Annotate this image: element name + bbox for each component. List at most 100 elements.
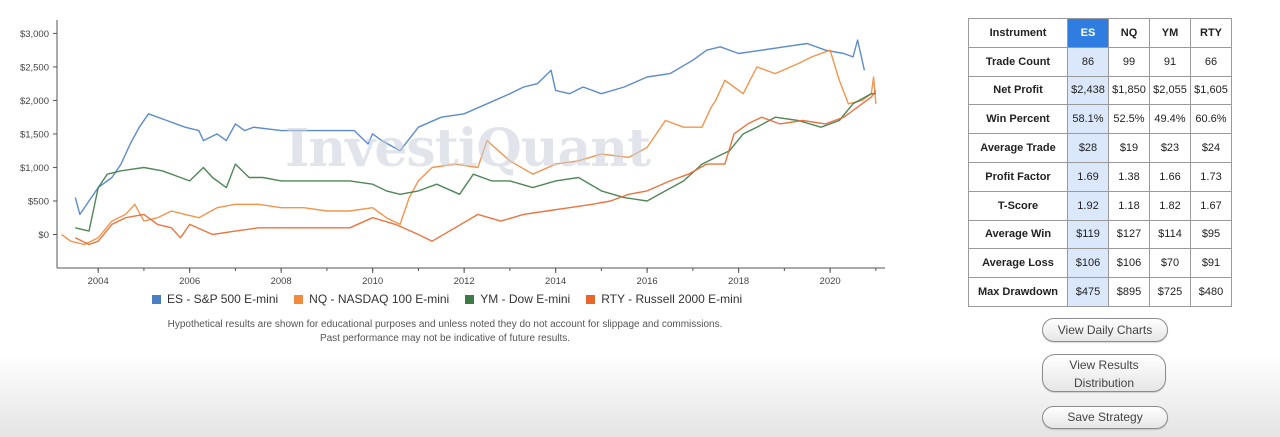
x-tick-label: 2012 xyxy=(454,276,475,287)
x-tick-label: 2014 xyxy=(545,276,566,287)
table-cell: $127 xyxy=(1108,219,1150,250)
legend-label: RTY - Russell 2000 E-mini xyxy=(601,292,743,306)
save-strategy-label: Save Strategy xyxy=(1067,410,1143,424)
column-header-rty[interactable]: RTY xyxy=(1190,18,1232,48)
row-label: Net Profit xyxy=(968,75,1068,106)
table-header-row: Instrument ES NQ YM RTY xyxy=(968,18,1232,48)
series-line-nq xyxy=(61,49,877,246)
table-cell: $95 xyxy=(1190,219,1232,250)
table-cell: 86 xyxy=(1067,46,1109,77)
table-cell: $24 xyxy=(1190,133,1232,163)
disclaimer-line-1: Hypothetical results are shown for educa… xyxy=(167,319,723,330)
row-label: Trade Count xyxy=(968,46,1068,77)
table-cell: $2,055 xyxy=(1149,75,1191,106)
legend-swatch xyxy=(294,294,304,304)
table-row: Max Drawdown $475 $895 $725 $480 xyxy=(968,277,1232,307)
instrument-stats-table: Instrument ES NQ YM RTY Trade Count 86 99 91 66 Ne… xyxy=(968,18,1232,307)
table-cell: 1.69 xyxy=(1067,161,1109,192)
y-tick-label: $1,500 xyxy=(20,129,49,140)
table-cell: $475 xyxy=(1067,277,1109,307)
table-row: T-Score 1.92 1.18 1.82 1.67 xyxy=(968,190,1232,221)
legend-label: ES - S&P 500 E-mini xyxy=(167,292,279,306)
x-tick-label: 2010 xyxy=(362,276,383,287)
legend-label: YM - Dow E-mini xyxy=(480,292,571,306)
series-line-rty xyxy=(74,90,877,246)
table-cell: 1.18 xyxy=(1108,190,1150,221)
table-row: Trade Count 86 99 91 66 xyxy=(968,46,1232,77)
table-cell: 1.73 xyxy=(1190,161,1232,192)
legend-swatch xyxy=(586,294,596,304)
table-cell: 66 xyxy=(1190,46,1232,77)
row-label: Average Win xyxy=(968,219,1068,250)
y-tick-label: $0 xyxy=(38,230,49,241)
row-label: Max Drawdown xyxy=(968,277,1068,307)
performance-chart: $3,000 $2,500 $2,000 $1,500 $1,000 $500 $0 2004… xyxy=(0,0,900,300)
legend-item[interactable]: ES - S&P 500 E-mini xyxy=(152,292,278,306)
table-row: Profit Factor 1.69 1.38 1.66 1.73 xyxy=(968,161,1232,192)
disclaimer-line-2: Past performance may not be indicative o… xyxy=(319,333,571,344)
table-cell: 1.82 xyxy=(1149,190,1191,221)
series-line-ym xyxy=(75,93,876,232)
y-tick-label: $2,500 xyxy=(20,62,49,73)
table-cell: 99 xyxy=(1108,46,1150,77)
table-cell: 1.92 xyxy=(1067,190,1109,221)
view-daily-charts-label: View Daily Charts xyxy=(1057,323,1153,337)
view-results-label: View Results xyxy=(1069,358,1139,372)
view-results-distribution-button[interactable]: View Results Distribution xyxy=(1042,354,1166,392)
table-cell: $2,438 xyxy=(1067,75,1109,106)
legend-swatch xyxy=(152,294,161,304)
table-cell: $106 xyxy=(1067,248,1109,279)
x-tick-label: 2018 xyxy=(728,276,749,287)
table-cell: $480 xyxy=(1190,277,1232,307)
column-header-es[interactable]: ES xyxy=(1067,18,1109,48)
y-tick-label: $500 xyxy=(28,196,49,207)
table-cell: $91 xyxy=(1190,248,1232,279)
table-row: Average Trade $28 $19 $23 $24 xyxy=(968,133,1232,163)
legend-item[interactable]: NQ - NASDAQ 100 E-mini xyxy=(294,292,449,306)
table-cell: $1,850 xyxy=(1108,75,1150,106)
table-cell: 1.67 xyxy=(1190,190,1232,221)
save-strategy-button[interactable]: Save Strategy xyxy=(1042,406,1168,429)
table-cell: 1.66 xyxy=(1149,161,1191,192)
series-line-es xyxy=(74,39,866,216)
table-row: Win Percent 58.1% 52.5% 49.4% 60.6% xyxy=(968,104,1232,135)
instrument-header: Instrument xyxy=(968,18,1068,48)
table-cell: $1,605 xyxy=(1190,75,1232,106)
table-cell: $895 xyxy=(1108,277,1150,307)
y-tick-label: $3,000 xyxy=(20,29,49,40)
y-tick-label: $1,000 xyxy=(20,163,49,174)
table-row: Average Loss $106 $106 $70 $91 xyxy=(968,248,1232,279)
row-label: T-Score xyxy=(968,190,1068,221)
legend-item[interactable]: RTY - Russell 2000 E-mini xyxy=(586,292,742,306)
chart-canvas: $3,000 $2,500 $2,000 $1,500 $1,000 $500 $0 2004… xyxy=(20,20,885,287)
table-cell: 60.6% xyxy=(1190,104,1232,135)
row-label: Average Loss xyxy=(968,248,1068,279)
x-tick-label: 2008 xyxy=(271,276,292,287)
table-cell: $106 xyxy=(1108,248,1150,279)
column-header-ym[interactable]: YM xyxy=(1149,18,1191,48)
table-cell: $725 xyxy=(1149,277,1191,307)
row-label: Average Trade xyxy=(968,133,1068,163)
table-row: Net Profit $2,438 $1,850 $2,055 $1,605 xyxy=(968,75,1232,106)
view-daily-charts-button[interactable]: View Daily Charts xyxy=(1042,318,1168,342)
table-cell: 1.38 xyxy=(1108,161,1150,192)
disclaimer: Hypothetical results are shown for educa… xyxy=(70,318,820,346)
chart-legend: ES - S&P 500 E-mini NQ - NASDAQ 100 E-min… xyxy=(152,292,742,306)
table-cell: $70 xyxy=(1149,248,1191,279)
legend-label: NQ - NASDAQ 100 E-mini xyxy=(309,292,450,306)
table-cell: 58.1% xyxy=(1067,104,1109,135)
x-tick-label: 2020 xyxy=(820,276,841,287)
table-cell: $114 xyxy=(1149,219,1191,250)
table-cell: $28 xyxy=(1067,133,1109,163)
x-tick-label: 2016 xyxy=(637,276,658,287)
table-cell: $23 xyxy=(1149,133,1191,163)
row-label: Profit Factor xyxy=(968,161,1068,192)
legend-item[interactable]: YM - Dow E-mini xyxy=(465,292,570,306)
row-label: Win Percent xyxy=(968,104,1068,135)
column-header-nq[interactable]: NQ xyxy=(1108,18,1150,48)
x-tick-label: 2006 xyxy=(179,276,200,287)
y-tick-label: $2,000 xyxy=(20,96,49,107)
table-cell: 52.5% xyxy=(1108,104,1150,135)
table-cell: 91 xyxy=(1149,46,1191,77)
x-tick-label: 2004 xyxy=(88,276,109,287)
